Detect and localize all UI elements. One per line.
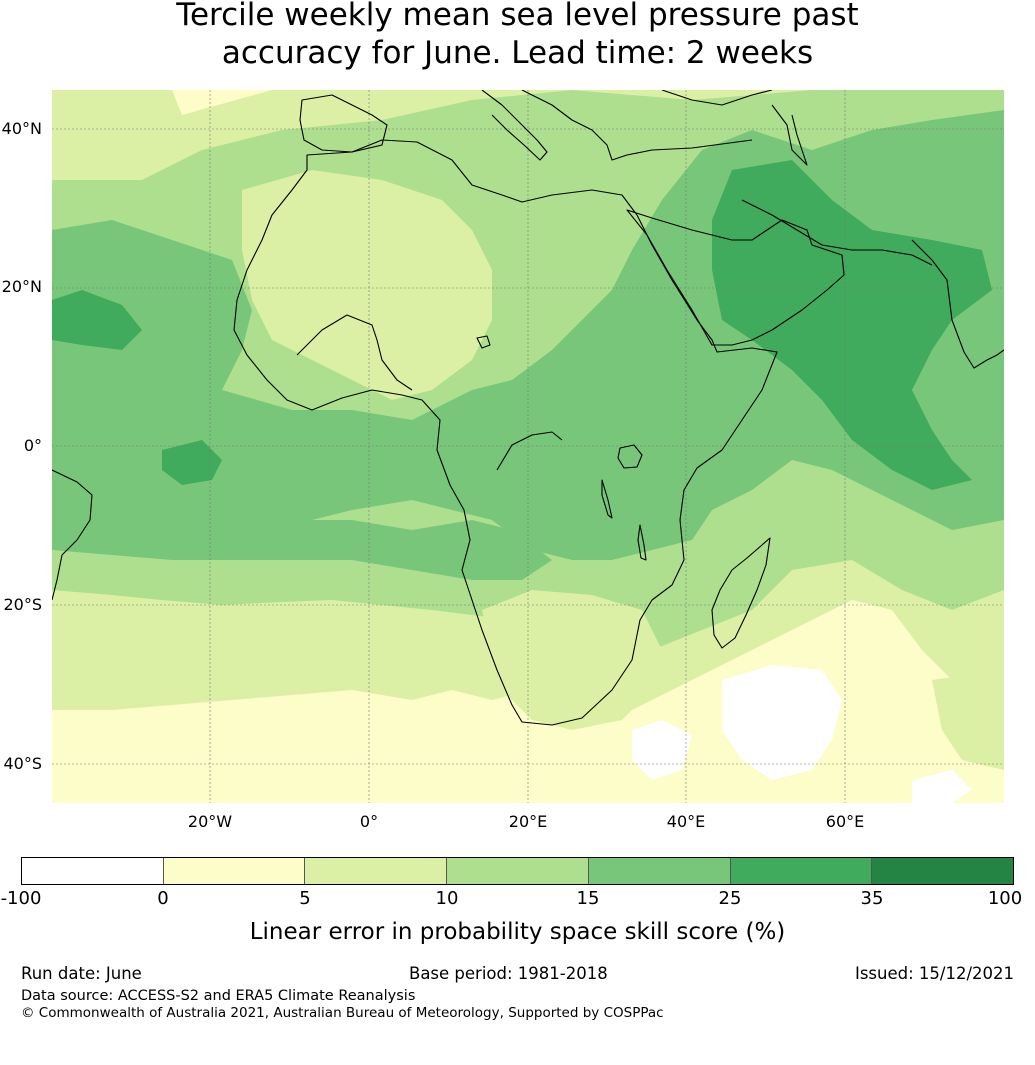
- run-date: Run date: June: [21, 964, 142, 983]
- colorbar-tick-label: 100: [987, 888, 1023, 909]
- lon-label-0: 0°: [359, 812, 379, 831]
- issued-date: Issued: 15/12/2021: [854, 964, 1014, 983]
- gridlines: [52, 90, 1004, 803]
- africa-coastline: [233, 139, 778, 726]
- lake-victoria: [617, 444, 643, 469]
- coastlines: [52, 90, 1004, 726]
- madagascar-coastline: [711, 537, 771, 649]
- colorbar-tick-label: -100: [0, 888, 42, 909]
- south-indian-green: [932, 670, 1004, 770]
- lon-label-60e: 60°E: [825, 812, 865, 831]
- colorbar-segment: [305, 858, 448, 884]
- lake-tanganyika: [601, 479, 613, 519]
- iberia-coastline: [299, 94, 388, 153]
- lake-malawi: [637, 524, 647, 561]
- lon-label-40e: 40°E: [666, 812, 706, 831]
- negative-skill-patch-3: [912, 770, 972, 803]
- map-title-line-2: accuracy for June. Lead time: 2 weeks: [221, 35, 814, 71]
- map-canvas: [52, 90, 1004, 803]
- lon-label-20e: 20°E: [508, 812, 548, 831]
- guinea-patch-25-35: [162, 440, 222, 485]
- colorbar-tick-label: 10: [435, 888, 459, 909]
- colorbar-segment: [447, 858, 589, 884]
- data-source: Data source: ACCESS-S2 and ERA5 Climate …: [21, 988, 416, 1004]
- south-atlantic-green: [52, 650, 152, 710]
- negative-skill-patch: [722, 665, 842, 780]
- caspian-coastline: [771, 104, 808, 166]
- colorbar-segment: [163, 858, 306, 884]
- colorbar-tick-label: 25: [718, 888, 742, 909]
- colorbar-segment: [730, 858, 873, 884]
- southern-africa-patch: [482, 590, 662, 730]
- niger-river: [296, 314, 413, 391]
- negative-skill-patch-2: [632, 720, 692, 780]
- balkans-coastline: [521, 90, 753, 161]
- map-title: Tercile weekly mean sea level pressure p…: [0, 0, 1035, 72]
- lake-chad: [476, 335, 491, 349]
- india-coastline: [911, 239, 1004, 369]
- sahara-patch: [242, 170, 492, 400]
- skill-score-map: [52, 90, 1004, 803]
- colorbar-segment: [588, 858, 731, 884]
- italy-coastline: [481, 90, 548, 161]
- lat-label-20n: 20°N: [1, 277, 42, 296]
- lat-label-equator: 0°: [23, 436, 42, 455]
- lon-label-20w: 20°W: [187, 812, 233, 831]
- colorbar-segment: [22, 858, 164, 884]
- map-title-line-1: Tercile weekly mean sea level pressure p…: [176, 0, 859, 33]
- colorbar-tick-label: 0: [157, 888, 169, 909]
- lat-label-40s: 40°S: [3, 754, 42, 773]
- south-america-coastline: [52, 469, 93, 601]
- lat-label-20s: 20°S: [3, 595, 42, 614]
- arabia-coastline: [626, 209, 845, 346]
- colorbar: [21, 857, 1014, 885]
- atlantic-patch-25-35: [52, 290, 142, 350]
- iran-coastline: [741, 199, 933, 266]
- base-period: Base period: 1981-2018: [409, 964, 608, 983]
- atlantic-band: [52, 470, 552, 580]
- skill-band-25-35: [712, 160, 992, 490]
- colorbar-tick-label: 35: [860, 888, 884, 909]
- colorbar-label: Linear error in probability space skill …: [249, 919, 786, 945]
- copyright: © Commonwealth of Australia 2021, Austra…: [21, 1005, 664, 1021]
- colorbar-tick-label: 5: [299, 888, 311, 909]
- colorbar-tick-label: 15: [576, 888, 600, 909]
- congo-river: [496, 431, 563, 471]
- black-sea-coastline: [661, 90, 773, 106]
- lat-label-40n: 40°N: [1, 119, 42, 138]
- colorbar-segment: [872, 858, 1014, 884]
